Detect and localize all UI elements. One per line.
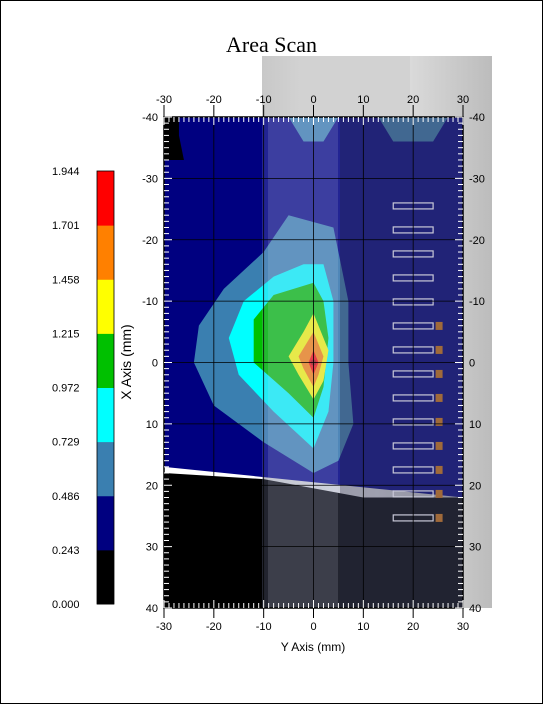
grid-lines [164,117,463,608]
y-tick-label-right: -20 [469,235,485,247]
x-tick-labels-top: -30 -20 -10 0 10 20 30 [156,94,469,117]
y-tick-label-left: 40 [146,603,158,615]
x-tick-label-bottom: -30 [156,621,172,633]
solder-pad [435,465,443,474]
y-tick-label-right: 20 [469,480,481,492]
y-tick-label-left: 20 [146,480,158,492]
color-scale-swatch [97,333,114,388]
y-tick-label-right: 40 [469,603,481,615]
color-scale-label: 1.458 [52,274,80,286]
low-field-region-1 [164,117,184,160]
y-tick-label-left: -20 [142,235,158,247]
x-axis-label: Y Axis (mm) [281,640,345,654]
solder-pad [435,513,443,522]
solder-pad [435,321,443,330]
y-tick-labels-left: -40 -30 -20 -10 0 10 20 30 40 [142,112,158,615]
color-scale-label: 0.729 [52,437,80,449]
y-tick-label-left: 0 [152,358,158,370]
color-scale-labels: 0.000 0.243 0.486 0.729 0.972 1.215 1.458 1.701… [52,166,80,611]
color-scale-label: 0.243 [52,545,80,557]
color-scale-swatch [97,171,114,226]
y-axis-label: X Axis (mm) [118,324,134,399]
color-scale-swatch [97,387,114,443]
color-scale-border [96,170,115,605]
x-tick-label-top: 0 [310,94,316,106]
solder-pad [435,441,443,450]
y-tick-label-right: -30 [469,173,485,185]
solder-pad [435,393,443,402]
y-tick-label-right: -40 [469,112,485,124]
x-tick-label-top: 20 [407,94,419,106]
x-tick-label-bottom: 20 [407,621,419,633]
y-tick-label-left: -40 [142,112,158,124]
solder-pad [435,417,443,426]
color-scale-bar [96,170,115,605]
y-tick-label-left: 10 [146,419,158,431]
y-tick-label-left: 30 [146,542,158,554]
x-tick-label-top: -20 [206,94,222,106]
y-tick-label-right: 10 [469,419,481,431]
x-tick-label-bottom: 30 [457,621,469,633]
color-scale-label: 0.000 [52,599,80,611]
solder-pad [435,369,443,378]
x-tick-label-top: -10 [256,94,272,106]
color-scale-swatch [97,225,114,280]
y-tick-labels-right: -40 -30 -20 -10 0 10 20 30 40 [469,112,485,615]
x-tick-label-bottom: 10 [357,621,369,633]
y-tick-label-left: -30 [142,173,158,185]
x-tick-labels-bottom: -30 -20 -10 0 10 20 30 [156,608,469,633]
color-scale-swatch [97,279,114,334]
x-tick-label-top: 10 [357,94,369,106]
y-tick-label-left: -10 [142,296,158,308]
solder-pad [435,489,443,498]
x-tick-label-bottom: 0 [310,621,316,633]
solder-pad [435,345,443,354]
plot-area [164,117,463,608]
tick-marks [163,116,464,609]
x-tick-label-bottom: -20 [206,621,222,633]
color-scale-swatch [97,549,114,605]
x-tick-label-top: -30 [156,94,172,106]
y-tick-label-right: -10 [469,296,485,308]
color-scale-swatch [97,495,114,551]
color-scale-label: 1.701 [52,220,80,232]
color-scale-label: 0.486 [52,491,80,503]
chart-title: Area Scan [225,32,317,57]
color-scale-label: 1.215 [52,328,80,340]
x-tick-label-bottom: -10 [256,621,272,633]
y-tick-label-right: 0 [469,358,475,370]
color-scale-swatch [97,441,114,497]
y-tick-label-right: 30 [469,542,481,554]
color-scale-label: 0.972 [52,383,80,395]
color-scale-label: 1.944 [52,166,80,178]
x-tick-label-top: 30 [457,94,469,106]
